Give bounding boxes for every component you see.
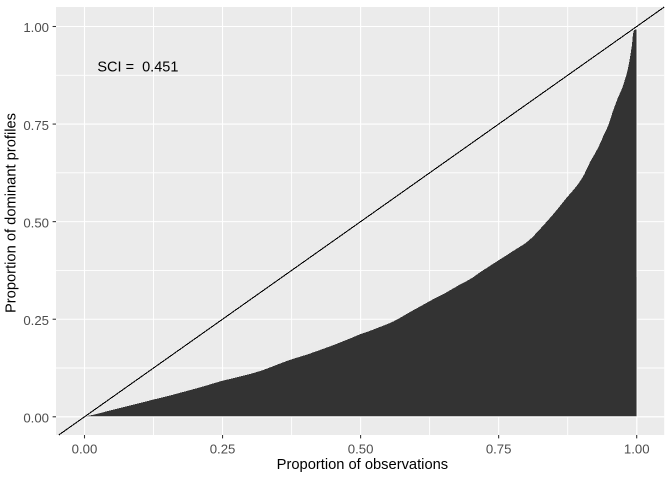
svg-text:0.50: 0.50 [23, 215, 49, 230]
svg-text:SCI = 0.451: SCI = 0.451 [97, 60, 178, 76]
svg-text:Proportion of dominant profile: Proportion of dominant profiles [3, 113, 19, 313]
svg-text:0.00: 0.00 [23, 411, 49, 426]
svg-text:1.00: 1.00 [624, 442, 650, 457]
svg-text:0.50: 0.50 [348, 442, 374, 457]
svg-text:0.75: 0.75 [486, 442, 512, 457]
svg-text:0.25: 0.25 [210, 442, 236, 457]
svg-text:0.75: 0.75 [23, 118, 49, 133]
svg-text:0.00: 0.00 [72, 442, 98, 457]
svg-text:0.25: 0.25 [23, 313, 49, 328]
svg-text:1.00: 1.00 [23, 20, 49, 35]
svg-text:Proportion of observations: Proportion of observations [277, 457, 448, 473]
